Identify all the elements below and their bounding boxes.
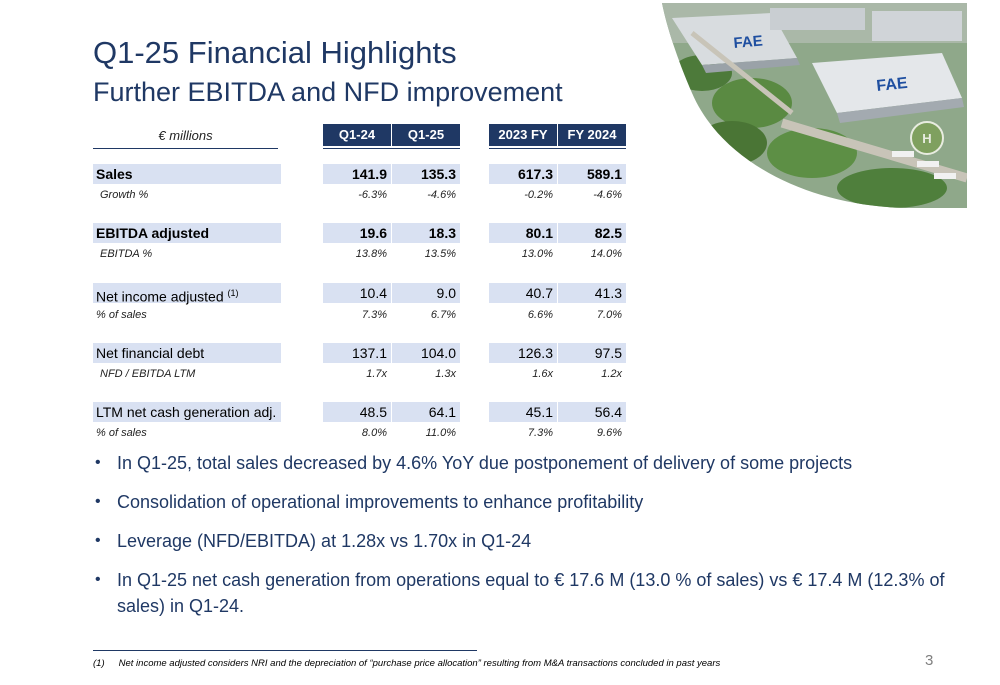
cell-2023-fy: 45.1: [489, 402, 557, 422]
bullet-sales: • In Q1-25, total sales decreased by 4.6%…: [93, 450, 953, 476]
cell-q1-24: 19.6: [323, 223, 391, 243]
slide-subtitle: Further EBITDA and NFD improvement: [93, 77, 563, 107]
cell-2023-fy: 80.1: [489, 223, 557, 243]
table-row-net-income-adjusted: Net income adjusted (1) 10.4 9.0 40.7 41…: [93, 283, 626, 305]
cell-q1-24: 137.1: [323, 343, 391, 363]
row-label: EBITDA adjusted: [93, 223, 281, 243]
cell-fy-2024: 56.4: [558, 402, 626, 422]
footnote-number: (1): [93, 658, 105, 669]
col-header-2023-fy: 2023 FY: [489, 124, 557, 146]
cell-q1-25: 64.1: [392, 402, 460, 422]
table-row-sales: Sales 141.9 135.3 617.3 589.1: [93, 164, 626, 184]
cell-fy-2024: 1.2x: [601, 368, 622, 380]
table-row-growth: Growth % -6.3% -4.6% -0.2% -4.6%: [93, 185, 623, 205]
cell-q1-25: 18.3: [392, 223, 460, 243]
cell-fy-2024: 41.3: [558, 283, 626, 303]
cell-2023-fy: -0.2%: [524, 189, 553, 201]
row-label: Net income adjusted (1): [93, 283, 281, 305]
cell-2023-fy: 13.0%: [521, 248, 553, 260]
header-rule: [489, 148, 626, 149]
table-row-ebitda-adjusted: EBITDA adjusted 19.6 18.3 80.1 82.5: [93, 223, 626, 243]
cell-2023-fy: 1.6x: [532, 368, 553, 380]
bullet-dot-icon: •: [95, 532, 101, 549]
cell-2023-fy: 7.3%: [527, 427, 553, 439]
cell-2023-fy: 617.3: [489, 164, 557, 184]
row-label: Growth %: [100, 189, 149, 201]
bullet-operations: • Consolidation of operational improvemen…: [93, 489, 953, 515]
bullet-cash-generation: • In Q1-25 net cash generation from opera…: [93, 567, 953, 619]
table-row-nfd-ebitda: NFD / EBITDA LTM 1.7x 1.3x 1.6x 1.2x: [93, 364, 623, 384]
financial-highlights-table: € millions Q1-24 Q1-25 2023 FY FY 2024 S…: [93, 124, 633, 444]
cell-q1-24: 7.3%: [361, 309, 387, 321]
cell-q1-24: 141.9: [323, 164, 391, 184]
cell-2023-fy: 40.7: [489, 283, 557, 303]
cell-q1-24: -6.3%: [358, 189, 387, 201]
cell-fy-2024: 9.6%: [596, 427, 622, 439]
facility-aerial-photo: H FAE FAE: [662, 3, 967, 208]
cell-fy-2024: -4.6%: [593, 189, 622, 201]
col-header-fy-2024: FY 2024: [558, 124, 626, 146]
cell-fy-2024: 7.0%: [596, 309, 622, 321]
cell-q1-25: 9.0: [392, 283, 460, 303]
cell-q1-25: -4.6%: [427, 189, 456, 201]
col-header-q1-24: Q1-24: [323, 124, 391, 146]
cell-q1-24: 13.8%: [355, 248, 387, 260]
bullet-leverage: • Leverage (NFD/EBITDA) at 1.28x vs 1.70x…: [93, 528, 953, 554]
row-label: Net financial debt: [93, 343, 281, 363]
header-rule: [93, 148, 278, 149]
row-label: LTM net cash generation adj.: [93, 402, 281, 422]
cell-2023-fy: 126.3: [489, 343, 557, 363]
unit-label: € millions: [158, 128, 213, 143]
footnote-ref: (1): [227, 288, 239, 298]
cell-fy-2024: 14.0%: [590, 248, 622, 260]
table-row-net-income-pct: % of sales 7.3% 6.7% 6.6% 7.0%: [93, 305, 623, 325]
header-rule: [323, 148, 460, 149]
row-label: Sales: [93, 164, 281, 184]
footnote-divider: [93, 650, 477, 651]
cell-q1-25: 1.3x: [435, 368, 456, 380]
page-number: 3: [925, 652, 934, 669]
cell-q1-25: 104.0: [392, 343, 460, 363]
row-label: % of sales: [96, 427, 147, 439]
cell-q1-25: 13.5%: [424, 248, 456, 260]
cell-q1-24: 10.4: [323, 283, 391, 303]
slide-title: Q1-25 Financial Highlights: [93, 35, 457, 70]
table-row-ltm-net-cash-generation: LTM net cash generation adj. 48.5 64.1 4…: [93, 402, 626, 422]
bullet-dot-icon: •: [95, 571, 101, 588]
cell-q1-24: 1.7x: [366, 368, 387, 380]
bullet-dot-icon: •: [95, 493, 101, 510]
cell-q1-25: 6.7%: [430, 309, 456, 321]
table-row-ebitda-pct: EBITDA % 13.8% 13.5% 13.0% 14.0%: [93, 244, 623, 264]
cell-fy-2024: 589.1: [558, 164, 626, 184]
cell-fy-2024: 82.5: [558, 223, 626, 243]
table-row-cash-gen-pct: % of sales 8.0% 11.0% 7.3% 9.6%: [93, 423, 623, 443]
table-row-net-financial-debt: Net financial debt 137.1 104.0 126.3 97.…: [93, 343, 626, 363]
footnote: (1) Net income adjusted considers NRI and…: [93, 658, 720, 669]
cell-q1-25: 135.3: [392, 164, 460, 184]
svg-text:FAE: FAE: [733, 33, 764, 52]
cell-2023-fy: 6.6%: [527, 309, 553, 321]
row-label: NFD / EBITDA LTM: [100, 368, 196, 380]
row-label: EBITDA %: [100, 248, 153, 260]
col-header-q1-25: Q1-25: [392, 124, 460, 146]
cell-fy-2024: 97.5: [558, 343, 626, 363]
svg-text:H: H: [922, 131, 931, 146]
key-points-list: • In Q1-25, total sales decreased by 4.6%…: [93, 450, 953, 632]
cell-q1-24: 8.0%: [361, 427, 387, 439]
svg-text:FAE: FAE: [876, 75, 909, 95]
cell-q1-24: 48.5: [323, 402, 391, 422]
footnote-text: Net income adjusted considers NRI and th…: [118, 658, 721, 669]
row-label: % of sales: [96, 309, 147, 321]
cell-q1-25: 11.0%: [425, 427, 456, 439]
bullet-dot-icon: •: [95, 454, 101, 471]
